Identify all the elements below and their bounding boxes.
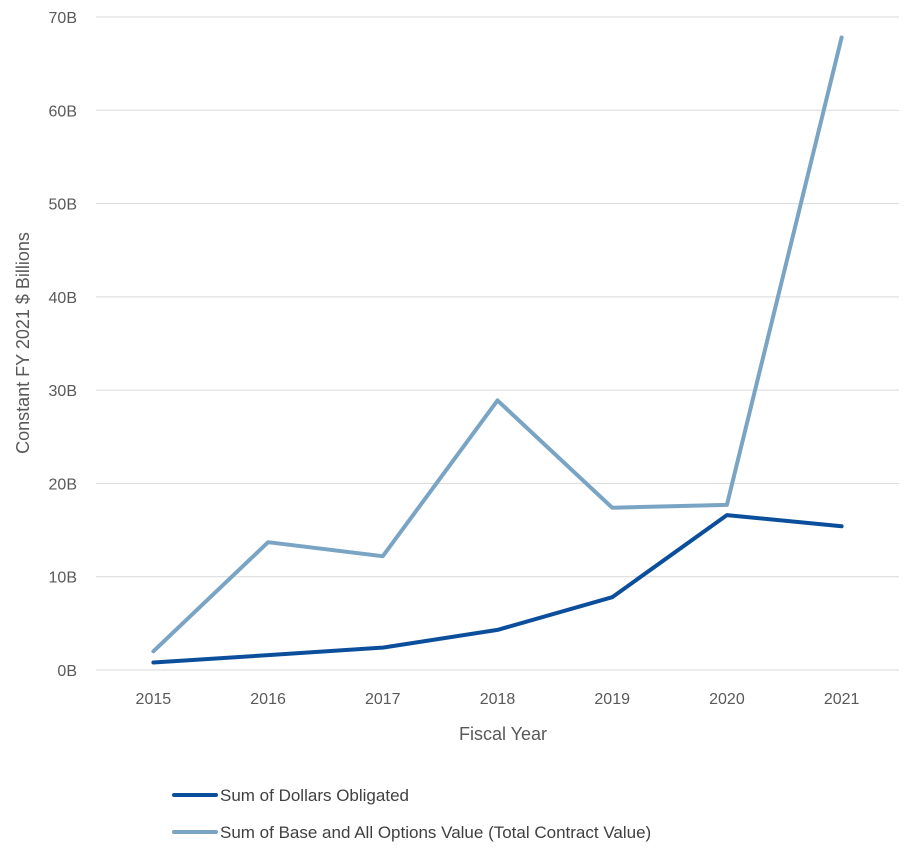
x-axis-title: Fiscal Year [459, 724, 547, 744]
x-tick-label: 2020 [709, 691, 745, 708]
y-tick-label: 50B [49, 197, 77, 214]
x-tick-label: 2019 [594, 691, 630, 708]
y-tick-label: 40B [49, 290, 77, 307]
x-tick-label: 2015 [136, 691, 172, 708]
legend-label: Sum of Base and All Options Value (Total… [220, 823, 651, 842]
y-tick-label: 20B [49, 476, 77, 493]
y-tick-label: 30B [49, 383, 77, 400]
x-tick-label: 2016 [250, 691, 286, 708]
y-axis-title: Constant FY 2021 $ Billions [13, 232, 33, 454]
y-tick-label: 10B [49, 570, 77, 587]
y-tick-label: 70B [49, 10, 77, 27]
x-tick-label: 2018 [480, 691, 516, 708]
series-lines [151, 35, 844, 665]
x-axis-tick-labels: 2015 2016 2017 2018 2019 2020 2021 [136, 691, 860, 708]
y-tick-label: 0B [57, 663, 77, 680]
x-tick-label: 2021 [824, 691, 860, 708]
y-tick-label: 60B [49, 103, 77, 120]
series-line-1 [151, 513, 844, 665]
legend: Sum of Dollars Obligated Sum of Base and … [172, 786, 651, 842]
y-axis-tick-labels: 0B 10B 20B 30B 40B 50B 60B 70B [49, 10, 77, 680]
x-tick-label: 2017 [365, 691, 401, 708]
legend-label: Sum of Dollars Obligated [220, 786, 409, 805]
series-line-2 [151, 35, 844, 654]
gridlines [96, 16, 899, 671]
